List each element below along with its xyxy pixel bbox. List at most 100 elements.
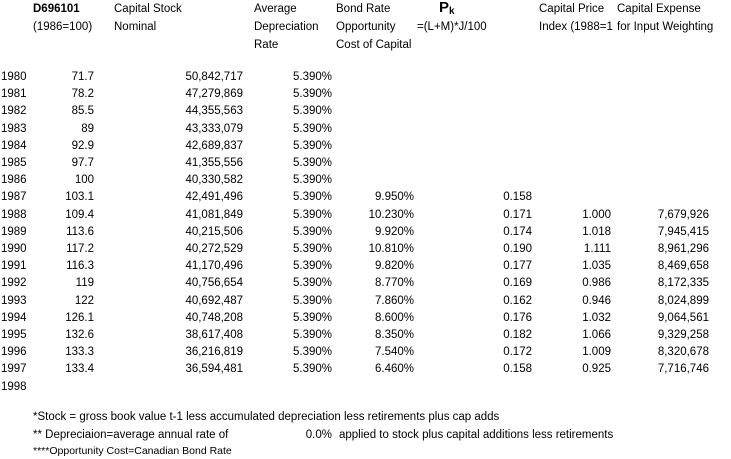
bond-rate-cell: 7.540%: [374, 346, 414, 359]
bond-rate-cell: 8.350%: [374, 329, 414, 341]
year-cell: 1998: [1, 380, 27, 393]
pk-cell: 0.174: [503, 225, 532, 238]
capital-price-cell: 1.000: [582, 208, 611, 221]
table-row: 1988 109.4 41,081,849 5.390% 10.230% 0.171 1.0…: [0, 207, 731, 224]
year-cell: 1987: [1, 191, 27, 204]
depreciation-cell: 5.390%: [292, 225, 332, 238]
table-row: 1991 116.3 41,170,496 5.390% 9.820% 0.177 1.03…: [0, 258, 731, 275]
bond-rate-header-1: Bond Rate: [336, 3, 391, 15]
capital-price-cell: 1.066: [582, 329, 611, 341]
depreciation-cell: 5.390%: [292, 191, 332, 204]
table-row: 1984 92.9 42,689,837 5.390%: [0, 138, 731, 155]
capital-stock-cell: 40,215,506: [185, 225, 243, 238]
index-cell: 133.3: [65, 346, 94, 359]
index-cell: 117.2: [66, 243, 94, 255]
capital-expense-cell: 8,961,296: [657, 243, 709, 255]
bond-rate-cell: 6.460%: [374, 363, 414, 376]
year-cell: 1985: [1, 157, 27, 169]
depreciation-cell: 5.390%: [292, 88, 332, 101]
capital-price-cell: 0.925: [582, 363, 611, 376]
year-cell: 1991: [1, 260, 27, 273]
pk-cell: 0.158: [503, 191, 532, 204]
capital-stock-cell: 36,216,819: [185, 346, 243, 359]
pk-cell: 0.169: [503, 277, 532, 290]
table-row: 1992 119 40,756,654 5.390% 8.770% 0.169 0.986 8…: [0, 275, 731, 292]
index-cell: 78.2: [71, 88, 94, 101]
depreciation-cell: 5.390%: [292, 329, 332, 341]
bond-rate-cell: 9.950%: [374, 191, 414, 204]
depreciation-cell: 5.390%: [292, 105, 332, 118]
capital-stock-cell: 41,355,556: [185, 157, 243, 169]
year-cell: 1993: [1, 294, 27, 307]
index-cell: 71.7: [71, 71, 94, 83]
table-row: 1987 103.1 42,491,496 5.390% 9.950% 0.158: [0, 189, 731, 206]
bond-rate-header-3: Cost of Capital: [336, 39, 412, 51]
depreciation-cell: 5.390%: [292, 260, 332, 273]
table-row: 1997 133.4 36,594,481 5.390% 6.460% 0.158 0.92…: [0, 361, 731, 378]
opportunity-note: ****Opportunity Cost=Canadian Bond Rate: [33, 445, 232, 457]
index-cell: 132.6: [65, 329, 94, 341]
capital-expense-cell: 9,329,258: [657, 329, 709, 341]
capital-stock-cell: 42,491,496: [185, 191, 243, 204]
series-base: (1986=100): [33, 21, 93, 33]
year-cell: 1992: [1, 277, 27, 290]
capital-stock-cell: 50,842,717: [185, 71, 243, 83]
pk-symbol: P: [439, 0, 450, 16]
capital-stock-header-2: Nominal: [114, 21, 157, 33]
depreciation-cell: 5.390%: [292, 71, 332, 83]
capital-price-cell: 0.946: [582, 294, 611, 307]
pk-cell: 0.182: [503, 329, 532, 341]
capital-stock-cell: 44,355,563: [185, 105, 243, 118]
capital-expense-cell: 8,469,658: [657, 260, 709, 273]
depreciation-cell: 5.390%: [292, 122, 332, 135]
capital-price-cell: 0.986: [582, 277, 611, 290]
capital-stock-cell: 38,617,408: [185, 329, 243, 341]
pk-cell: 0.176: [503, 311, 532, 324]
capital-expense-cell: 7,679,926: [657, 208, 709, 221]
avg-dep-header-1: Average: [254, 3, 297, 15]
capital-expense-cell: 8,172,335: [657, 277, 709, 290]
table-row: 1990 117.2 40,272,529 5.390% 10.810% 0.190 1.1…: [0, 241, 731, 258]
bond-rate-cell: 10.230%: [368, 208, 414, 221]
pk-cell: 0.190: [503, 243, 532, 255]
table-row: 1983 89 43,333,079 5.390%: [0, 121, 731, 138]
table-row: 1998: [0, 379, 731, 396]
bond-rate-cell: 10.810%: [368, 243, 414, 255]
table-row: 1985 97.7 41,355,556 5.390%: [0, 155, 731, 172]
capital-price-cell: 1.032: [582, 311, 611, 324]
table-row: 1994 126.1 40,748,208 5.390% 8.600% 0.176 1.03…: [0, 310, 731, 327]
table-row: 1982 85.5 44,355,563 5.390%: [0, 103, 731, 120]
year-cell: 1996: [1, 346, 27, 359]
capital-stock-cell: 40,756,654: [185, 277, 243, 290]
index-cell: 89: [81, 122, 94, 135]
bond-rate-cell: 9.820%: [374, 260, 414, 273]
year-cell: 1990: [1, 243, 27, 255]
index-cell: 85.5: [71, 105, 94, 118]
capital-stock-cell: 41,170,496: [185, 260, 243, 273]
depreciation-cell: 5.390%: [292, 139, 332, 152]
table-row: 1980 71.7 50,842,717 5.390%: [0, 69, 731, 86]
capital-price-cell: 1.009: [582, 346, 611, 359]
pk-subscript: k: [449, 6, 455, 17]
table-row: 1993 122 40,692,487 5.390% 7.860% 0.162 0.946 8…: [0, 293, 731, 310]
pk-cell: 0.158: [503, 363, 532, 376]
bond-rate-cell: 9.920%: [374, 225, 414, 238]
pk-cell: 0.162: [503, 294, 532, 307]
year-cell: 1986: [1, 174, 27, 187]
year-cell: 1997: [1, 363, 27, 376]
depreciation-cell: 5.390%: [292, 174, 332, 187]
capital-stock-cell: 41,081,849: [185, 208, 243, 221]
avg-dep-header-3: Rate: [254, 39, 279, 51]
bond-rate-cell: 8.770%: [374, 277, 414, 290]
pk-formula: =(L+M)*J/100: [417, 21, 487, 33]
capital-expense-cell: 8,320,678: [657, 346, 709, 359]
year-cell: 1981: [1, 88, 27, 101]
index-cell: 119: [75, 277, 94, 290]
dep-note-suffix: applied to stock plus capital additions …: [339, 429, 614, 441]
avg-dep-header-2: Depreciation: [254, 21, 319, 33]
depreciation-cell: 5.390%: [292, 208, 332, 221]
capital-stock-cell: 42,689,837: [185, 139, 243, 152]
year-cell: 1989: [1, 225, 27, 238]
table-row: 1986 100 40,330,582 5.390%: [0, 172, 731, 189]
index-cell: 100: [74, 174, 94, 187]
